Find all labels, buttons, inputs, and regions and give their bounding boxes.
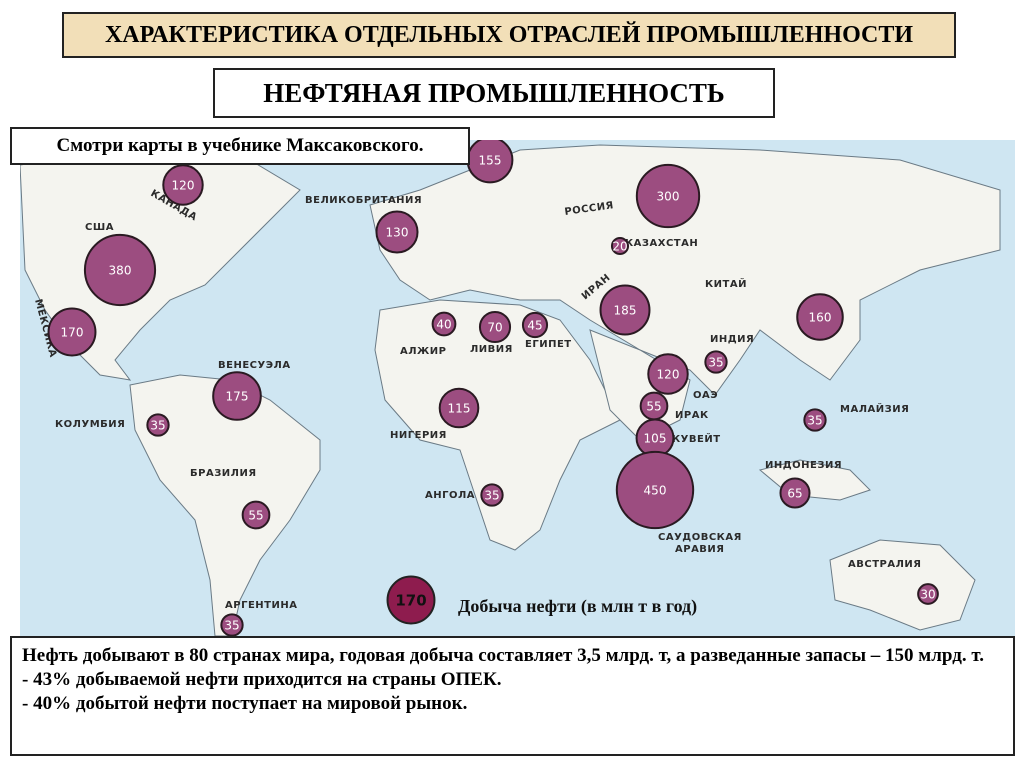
production-value: 105 xyxy=(644,432,667,446)
country-label: КАЗАХСТАН xyxy=(625,238,698,249)
country-label: НИГЕРИЯ xyxy=(390,430,447,441)
country-label: ЛИВИЯ xyxy=(470,344,513,355)
country-label: ИНДИЯ xyxy=(710,334,754,345)
production-bubble xyxy=(478,310,512,344)
production-bubble xyxy=(796,293,844,341)
country-label: КИТАЙ xyxy=(705,277,747,290)
production-bubble xyxy=(431,311,457,337)
production-bubble xyxy=(521,311,549,339)
note: Смотри карты в учебнике Максаковского. xyxy=(10,127,470,165)
country-label: КОЛУМБИЯ xyxy=(55,419,125,430)
country-label: КУВЕЙТ xyxy=(672,432,721,445)
country-label: ИРАК xyxy=(675,410,709,421)
info-line: Нефть добывают в 80 странах мира, годова… xyxy=(22,645,984,666)
production-bubble xyxy=(610,236,630,256)
production-bubble xyxy=(599,284,651,336)
production-bubble xyxy=(480,483,504,507)
production-value: 35 xyxy=(224,619,239,633)
australia xyxy=(829,539,976,631)
slide-title: ХАРАКТЕРИСТИКА ОТДЕЛЬНЫХ ОТРАСЛЕЙ ПРОМЫШ… xyxy=(62,12,956,58)
production-bubble xyxy=(635,163,701,229)
production-value: 35 xyxy=(807,414,822,428)
production-bubble xyxy=(438,387,480,429)
production-value: 65 xyxy=(787,487,802,501)
country-label: АРАВИЯ xyxy=(675,544,725,555)
legend-label: Добыча нефти (в млн т в год) xyxy=(458,596,697,617)
country-label: ВЕНЕСУЭЛА xyxy=(218,360,291,371)
production-bubble xyxy=(647,353,689,395)
legend-value: 170 xyxy=(395,592,426,610)
country-label: ОАЭ xyxy=(693,390,718,401)
info-line: - 40% добытой нефти поступает на мировой… xyxy=(22,693,468,714)
country-label: САУДОВСКАЯ xyxy=(658,532,742,543)
country-label: АВСТРАЛИЯ xyxy=(848,559,921,570)
production-value: 120 xyxy=(172,179,195,193)
production-bubble xyxy=(375,210,419,254)
country-label: АНГОЛА xyxy=(425,490,475,501)
production-value: 30 xyxy=(920,588,935,602)
country-label: БРАЗИЛИЯ xyxy=(190,468,257,479)
production-value: 450 xyxy=(644,484,667,498)
country-label: АРГЕНТИНА xyxy=(225,600,297,611)
production-bubble xyxy=(212,371,262,421)
production-bubble xyxy=(803,408,827,432)
production-value: 115 xyxy=(448,402,471,416)
country-label: ЕГИПЕТ xyxy=(525,339,572,350)
production-bubble xyxy=(83,233,157,307)
info-line: - 43% добываемой нефти приходится на стр… xyxy=(22,669,502,690)
production-value: 160 xyxy=(809,311,832,325)
production-bubble xyxy=(220,613,244,636)
production-bubble xyxy=(162,164,204,206)
production-value: 155 xyxy=(479,154,502,168)
legend-background xyxy=(380,570,770,632)
production-value: 300 xyxy=(657,190,680,204)
production-value: 380 xyxy=(109,264,132,278)
production-value: 120 xyxy=(657,368,680,382)
production-value: 40 xyxy=(436,318,451,332)
production-value: 70 xyxy=(487,321,502,335)
production-value: 35 xyxy=(484,489,499,503)
production-value: 185 xyxy=(614,304,637,318)
country-label: США xyxy=(85,222,114,233)
production-value: 55 xyxy=(248,509,263,523)
legend-bubble xyxy=(386,575,436,625)
production-bubble xyxy=(779,477,811,509)
production-bubble xyxy=(241,500,271,530)
info-box: Нефть добывают в 80 странах мира, годова… xyxy=(10,636,1015,756)
production-value: 130 xyxy=(386,226,409,240)
production-value: 170 xyxy=(61,326,84,340)
slide-subtitle: НЕФТЯНАЯ ПРОМЫШЛЕННОСТЬ xyxy=(213,68,775,118)
country-label: МАЛАЙЗИЯ xyxy=(840,402,909,415)
production-bubble xyxy=(704,350,728,374)
production-value: 35 xyxy=(708,356,723,370)
production-bubble xyxy=(615,450,695,530)
eurasia xyxy=(369,144,1001,396)
production-value: 45 xyxy=(527,319,542,333)
country-label: ВЕЛИКОБРИТАНИЯ xyxy=(305,195,422,206)
production-value: 55 xyxy=(646,400,661,414)
production-value: 20 xyxy=(612,240,627,254)
africa xyxy=(374,299,621,551)
country-label: АЛЖИР xyxy=(400,346,446,357)
production-bubble xyxy=(47,307,97,357)
production-bubble xyxy=(146,413,170,437)
production-bubble xyxy=(917,583,939,605)
production-value: 35 xyxy=(150,419,165,433)
production-value: 175 xyxy=(226,390,249,404)
country-label: ИНДОНЕЗИЯ xyxy=(765,460,842,471)
